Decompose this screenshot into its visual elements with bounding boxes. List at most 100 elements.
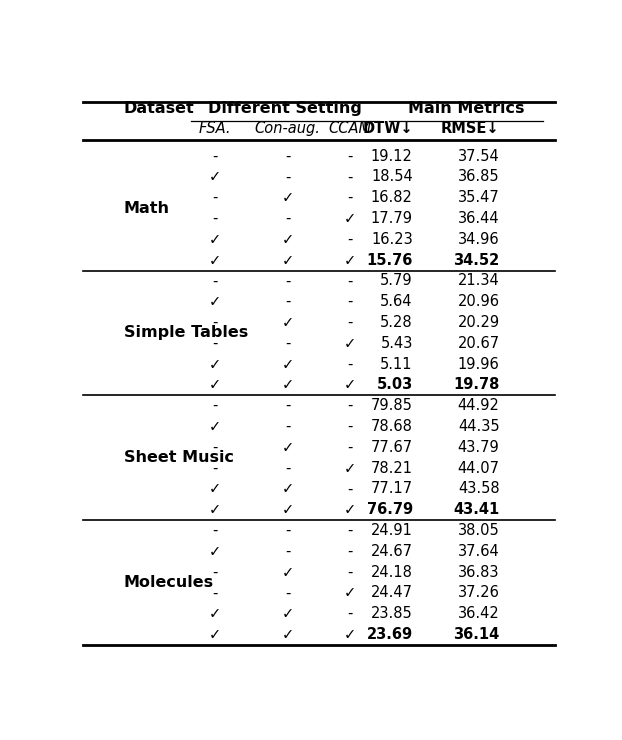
Text: 78.68: 78.68 (371, 419, 413, 434)
Text: 44.35: 44.35 (458, 419, 499, 434)
Text: ✓: ✓ (281, 502, 294, 517)
Text: ✓: ✓ (281, 252, 294, 268)
Text: 37.54: 37.54 (458, 149, 499, 164)
Text: ✓: ✓ (344, 460, 356, 476)
Text: 5.79: 5.79 (380, 274, 413, 289)
Text: 5.11: 5.11 (380, 357, 413, 371)
Text: Different Setting: Different Setting (208, 101, 362, 116)
Text: Simple Tables: Simple Tables (124, 326, 248, 340)
Text: -: - (213, 523, 218, 538)
Text: -: - (348, 523, 353, 538)
Text: 18.54: 18.54 (371, 169, 413, 184)
Text: -: - (348, 398, 353, 413)
Text: -: - (348, 295, 353, 309)
Text: -: - (348, 232, 353, 247)
Text: -: - (348, 149, 353, 164)
Text: 36.85: 36.85 (458, 169, 499, 184)
Text: 43.58: 43.58 (458, 482, 499, 497)
Text: -: - (348, 606, 353, 621)
Text: 24.91: 24.91 (371, 523, 413, 538)
Text: ✓: ✓ (281, 627, 294, 642)
Text: -: - (348, 482, 353, 497)
Text: -: - (213, 149, 218, 164)
Text: -: - (348, 169, 353, 184)
Text: 79.85: 79.85 (371, 398, 413, 413)
Text: 38.05: 38.05 (458, 523, 499, 538)
Text: FSA.: FSA. (199, 121, 231, 136)
Text: 77.67: 77.67 (371, 440, 413, 455)
Text: -: - (213, 336, 218, 351)
Text: -: - (348, 419, 353, 434)
Text: 20.29: 20.29 (457, 315, 499, 330)
Text: -: - (348, 565, 353, 579)
Text: -: - (213, 315, 218, 330)
Text: -: - (213, 211, 218, 226)
Text: ✓: ✓ (281, 190, 294, 205)
Text: -: - (285, 460, 290, 476)
Text: ✓: ✓ (344, 377, 356, 392)
Text: ✓: ✓ (344, 627, 356, 642)
Text: 35.47: 35.47 (458, 190, 499, 205)
Text: 20.96: 20.96 (458, 295, 499, 309)
Text: -: - (348, 274, 353, 289)
Text: 34.96: 34.96 (458, 232, 499, 247)
Text: -: - (213, 398, 218, 413)
Text: -: - (213, 565, 218, 579)
Text: 23.69: 23.69 (366, 627, 413, 642)
Text: -: - (285, 149, 290, 164)
Text: 36.42: 36.42 (458, 606, 499, 621)
Text: -: - (348, 544, 353, 559)
Text: -: - (213, 585, 218, 600)
Text: -: - (348, 315, 353, 330)
Text: Main Metrics: Main Metrics (407, 101, 524, 116)
Text: 24.47: 24.47 (371, 585, 413, 600)
Text: ✓: ✓ (209, 482, 221, 497)
Text: 5.03: 5.03 (376, 377, 413, 392)
Text: -: - (285, 274, 290, 289)
Text: ✓: ✓ (209, 232, 221, 247)
Text: 17.79: 17.79 (371, 211, 413, 226)
Text: 37.64: 37.64 (458, 544, 499, 559)
Text: ✓: ✓ (281, 377, 294, 392)
Text: ✓: ✓ (281, 315, 294, 330)
Text: 44.07: 44.07 (458, 460, 499, 476)
Text: -: - (285, 169, 290, 184)
Text: 19.96: 19.96 (458, 357, 499, 371)
Text: -: - (213, 460, 218, 476)
Text: 16.82: 16.82 (371, 190, 413, 205)
Text: -: - (285, 544, 290, 559)
Text: ✓: ✓ (209, 295, 221, 309)
Text: ✓: ✓ (209, 377, 221, 392)
Text: 78.21: 78.21 (371, 460, 413, 476)
Text: Math: Math (124, 201, 170, 215)
Text: Con-aug.: Con-aug. (254, 121, 320, 136)
Text: ✓: ✓ (344, 211, 356, 226)
Text: -: - (213, 440, 218, 455)
Text: ✓: ✓ (209, 357, 221, 371)
Text: -: - (348, 357, 353, 371)
Text: 36.83: 36.83 (458, 565, 499, 579)
Text: Sheet Music: Sheet Music (124, 450, 233, 465)
Text: Molecules: Molecules (124, 575, 214, 590)
Text: 20.67: 20.67 (457, 336, 499, 351)
Text: ✓: ✓ (281, 440, 294, 455)
Text: ✓: ✓ (209, 419, 221, 434)
Text: -: - (285, 419, 290, 434)
Text: 43.41: 43.41 (453, 502, 499, 517)
Text: 19.12: 19.12 (371, 149, 413, 164)
Text: 44.92: 44.92 (458, 398, 499, 413)
Text: -: - (348, 440, 353, 455)
Text: 21.34: 21.34 (458, 274, 499, 289)
Text: -: - (285, 398, 290, 413)
Text: 34.52: 34.52 (453, 252, 499, 268)
Text: 37.26: 37.26 (458, 585, 499, 600)
Text: -: - (348, 190, 353, 205)
Text: CCAM: CCAM (328, 121, 372, 136)
Text: RMSE↓: RMSE↓ (441, 121, 499, 136)
Text: ✓: ✓ (344, 252, 356, 268)
Text: 5.64: 5.64 (380, 295, 413, 309)
Text: 16.23: 16.23 (371, 232, 413, 247)
Text: 23.85: 23.85 (371, 606, 413, 621)
Text: 36.14: 36.14 (453, 627, 499, 642)
Text: ✓: ✓ (209, 169, 221, 184)
